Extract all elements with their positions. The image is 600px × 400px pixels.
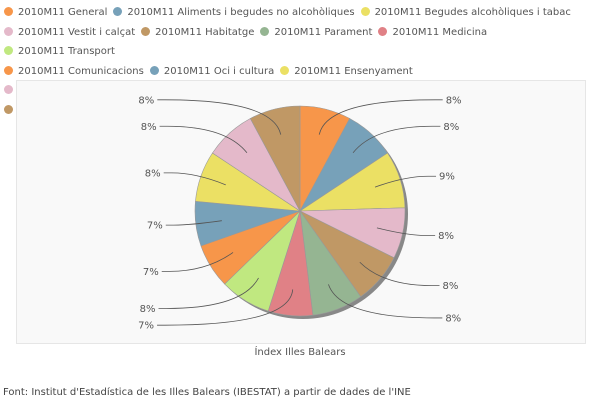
legend-item[interactable]: 2010M11 Transport [4,42,115,62]
data-label: 8% [138,95,154,106]
label-connector [161,252,234,272]
label-connector [376,227,436,236]
legend-swatch [4,65,13,75]
data-label: 8% [141,122,157,133]
label-connector [159,125,248,154]
legend-swatch [4,46,13,55]
legend-swatch [280,65,290,75]
legend-swatch [4,85,13,94]
label-connector [158,277,259,309]
legend-item[interactable]: 2010M11 Ensenyament [280,62,413,82]
legend-item[interactable]: 2010M11 Comunicacions [4,62,144,82]
legend-item[interactable]: 2010M11 Begudes alcohòliques i tabac [360,3,571,23]
legend-label: 2010M11 Begudes alcohòliques i tabac [374,7,571,18]
chart-title: Índex Illes Balears [254,347,346,358]
legend-item[interactable]: 2010M11 Parament [260,23,372,43]
legend-item[interactable]: 2010M11 General [4,3,107,23]
label-connector [328,284,443,319]
label-connector [318,99,443,135]
legend-swatch [260,26,270,36]
data-label: 8% [145,168,161,179]
legend-item[interactable]: 2010M11 Oci i cultura [149,62,275,82]
legend-swatch [149,65,159,75]
legend-item[interactable]: 2010M11 Medicina [378,23,487,43]
data-label: 7% [147,221,163,232]
legend-label: 2010M11 Comunicacions [18,65,144,77]
label-connector [163,172,226,186]
label-connector [374,175,437,188]
pie-slice[interactable] [249,105,301,212]
legend-item[interactable]: 2010M11 Habitatge [141,23,254,43]
legend-label: 2010M11 Parament [274,26,373,38]
label-connector [165,220,222,226]
source-note: Font: Institut d'Estadística de les Ille… [3,387,411,398]
legend-label: 2010M11 General [18,7,108,18]
legend-item[interactable]: 2010M11 Vestit i calçat [4,23,135,43]
data-label: 8% [446,95,462,106]
data-label: 8% [443,122,459,133]
legend-swatch [360,7,370,16]
data-label: 8% [438,231,454,242]
legend-label: 2010M11 Habitatge [155,26,255,38]
legend-label: 2010M11 Aliments i begudes no alcohòliqu… [127,7,355,18]
data-label: 8% [443,281,459,292]
label-connector [157,99,282,135]
legend-label: 2010M11 Ensenyament [294,65,413,77]
label-connector [359,261,440,286]
legend-label: 2010M11 Vestit i calçat [18,26,136,38]
label-connector [352,125,441,154]
data-label: 9% [439,172,455,183]
data-label: 8% [140,304,156,315]
label-connector [157,289,294,326]
legend-swatch [4,7,13,16]
legend-swatch [141,26,151,36]
legend-swatch [378,26,388,36]
legend-label: 2010M11 Oci i cultura [163,65,275,77]
legend-swatch [113,7,123,16]
data-label: 7% [143,267,159,278]
legend-label: 2010M11 Transport [18,46,115,57]
data-label: 8% [445,313,461,324]
data-label: 7% [138,321,154,332]
legend-swatch [4,104,13,114]
legend-swatch [4,26,13,36]
legend-item[interactable]: 2010M11 Aliments i begudes no alcohòliqu… [113,3,355,23]
legend-label: 2010M11 Medicina [392,26,488,38]
